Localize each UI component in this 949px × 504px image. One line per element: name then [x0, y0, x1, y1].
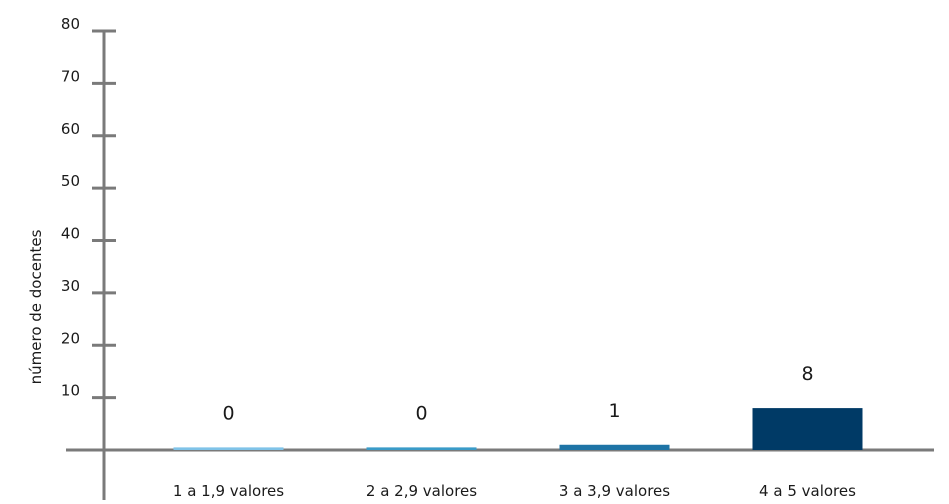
y-axis: 10 20 30 40 50 60 70 80 [61, 15, 116, 500]
data-label-3: 1 [608, 400, 620, 422]
category-label-2: 2 a 2,9 valores [366, 482, 477, 500]
data-label-2: 0 [415, 402, 427, 424]
y-tick-label: 10 [61, 382, 80, 400]
category-label-4: 4 a 5 valores [759, 482, 856, 500]
y-tick-label: 50 [61, 172, 80, 190]
y-tick-label: 80 [61, 15, 80, 33]
y-tick-label: 40 [61, 225, 80, 243]
y-tick-label: 60 [61, 120, 80, 138]
y-tick-label: 20 [61, 329, 80, 347]
y-tick-label: 30 [61, 277, 80, 295]
bar-3 [559, 444, 670, 450]
y-tick-label: 70 [61, 67, 80, 85]
data-labels: 0 0 1 8 [222, 363, 813, 424]
category-label-1: 1 a 1,9 valores [173, 482, 284, 500]
data-label-4: 8 [801, 363, 813, 385]
bar-1 [173, 447, 284, 450]
category-labels: 1 a 1,9 valores 2 a 2,9 valores 3 a 3,9 va… [173, 482, 856, 500]
y-axis-title: número de docentes [27, 229, 45, 384]
bars [173, 408, 863, 450]
bar-4 [752, 408, 863, 450]
category-label-3: 3 a 3,9 valores [559, 482, 670, 500]
data-label-1: 0 [222, 402, 234, 424]
bar-2 [366, 447, 477, 450]
